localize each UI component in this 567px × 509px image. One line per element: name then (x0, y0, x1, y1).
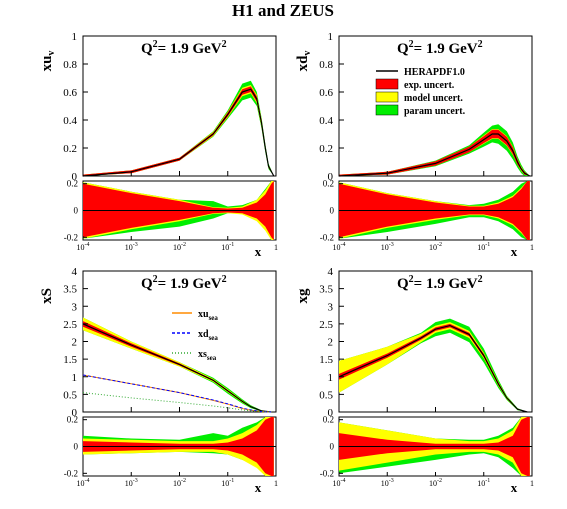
ratio-y-tick-label: -0.2 (64, 468, 78, 478)
main-plot-frame (82, 270, 277, 413)
y-tick-label: 0.8 (63, 59, 77, 71)
x-axis-label: x (511, 480, 518, 495)
x-axis-label: x (255, 244, 262, 259)
y-tick-label: 0.6 (63, 87, 77, 99)
y-tick-label: 0 (328, 171, 334, 183)
y-tick-label: 1.5 (319, 354, 333, 366)
x-tick-label: 10-1 (477, 478, 490, 488)
legend-central-label: HERAPDF1.0 (404, 67, 465, 78)
x-tick-label: 10-1 (477, 242, 490, 252)
x-tick-label: 10-1 (221, 478, 234, 488)
ratio-y-tick-label: -0.2 (64, 232, 78, 242)
ratio-y-tick-label: -0.2 (320, 232, 334, 242)
central-curve (338, 133, 531, 177)
x-tick-label: 1 (530, 243, 534, 252)
y-tick-label: 3.5 (63, 284, 77, 296)
x-tick-label: 10-4 (333, 242, 346, 252)
ratio-y-tick-label: 0.2 (67, 179, 78, 189)
ratio-y-tick-label: 0 (74, 442, 79, 452)
legend-model-swatch (375, 91, 399, 103)
y-axis-label: xS (39, 288, 55, 304)
param-uncert-band (83, 80, 274, 176)
legend-param-swatch (375, 104, 399, 116)
ratio-y-tick-label: -0.2 (320, 468, 334, 478)
x-tick-label: 10-3 (381, 478, 394, 488)
y-tick-label: 0.2 (319, 143, 333, 155)
y-tick-label: 2.5 (319, 319, 333, 331)
ratio-y-tick-label: 0.2 (323, 179, 334, 189)
x-tick-label: 10-3 (381, 242, 394, 252)
legend: HERAPDF1.0 exp. uncert. model uncert. param… (375, 67, 466, 117)
ratio-y-tick-label: 0 (330, 442, 335, 452)
figure-title: H1 and ZEUS (232, 1, 334, 20)
y-tick-label: 0.2 (63, 143, 77, 155)
y-tick-label: 0 (328, 407, 334, 419)
y-tick-label: 2.5 (63, 319, 77, 331)
q2-label: Q2= 1.9 GeV2 (141, 274, 227, 292)
x-tick-label: 10-1 (221, 242, 234, 252)
x-tick-label: 10-3 (125, 242, 138, 252)
x-tick-label: 10-2 (173, 478, 186, 488)
y-tick-label: 0.4 (319, 115, 333, 127)
legend-exp-swatch (375, 78, 399, 90)
x-tick-label: 10-4 (77, 242, 90, 252)
x-tick-label: 1 (274, 479, 278, 488)
legend-exp-label: exp. uncert. (404, 80, 455, 91)
y-tick-label: 4 (72, 266, 78, 278)
x-axis-label: x (255, 480, 262, 495)
y-axis-label: xg (295, 288, 311, 304)
q2-label: Q2= 1.9 GeV2 (397, 274, 483, 292)
y-tick-label: 0.4 (63, 115, 77, 127)
ratio-y-tick-label: 0 (74, 206, 79, 216)
legend-param-label: param uncert. (404, 106, 466, 117)
y-tick-label: 1 (328, 372, 334, 384)
q2-label: Q2= 1.9 GeV2 (397, 39, 483, 57)
x-tick-label: 10-2 (429, 478, 442, 488)
y-tick-label: 2 (328, 337, 334, 349)
x-tick-label: 10-2 (429, 242, 442, 252)
q2-label: Q2= 1.9 GeV2 (141, 39, 227, 57)
x-tick-label: 1 (274, 243, 278, 252)
y-tick-label: 1 (72, 31, 78, 43)
main-plot-frame (82, 35, 277, 177)
y-tick-label: 4 (328, 266, 334, 278)
x-tick-label: 1 (530, 479, 534, 488)
y-tick-label: 0.5 (63, 389, 77, 401)
y-axis-label: xdv (295, 51, 313, 72)
ratio-y-tick-label: 0 (330, 206, 335, 216)
y-tick-label: 3 (72, 301, 78, 313)
xd-sea-curve (82, 374, 272, 413)
central-curve (82, 323, 272, 413)
ratio-y-tick-label: 0.2 (67, 415, 78, 425)
y-tick-label: 0.8 (319, 59, 333, 71)
y-tick-label: 0.6 (319, 87, 333, 99)
y-axis-label: xuv (39, 51, 57, 72)
y-tick-label: 3 (328, 301, 334, 313)
y-tick-label: 1 (328, 31, 334, 43)
x-axis-label: x (511, 244, 518, 259)
y-tick-label: 3.5 (319, 284, 333, 296)
y-tick-label: 0 (72, 171, 78, 183)
ratio-y-tick-label: 0.2 (323, 415, 334, 425)
central-curve (82, 88, 275, 177)
y-tick-label: 1 (72, 372, 78, 384)
y-tick-label: 2 (72, 337, 78, 349)
x-tick-label: 10-4 (333, 478, 346, 488)
legend-model-label: model uncert. (404, 93, 463, 104)
y-tick-label: 1.5 (63, 354, 77, 366)
central-curve (338, 324, 528, 413)
y-tick-label: 0.5 (319, 389, 333, 401)
x-tick-label: 10-2 (173, 242, 186, 252)
x-tick-label: 10-3 (125, 478, 138, 488)
y-tick-label: 0 (72, 407, 78, 419)
x-tick-label: 10-4 (77, 478, 90, 488)
